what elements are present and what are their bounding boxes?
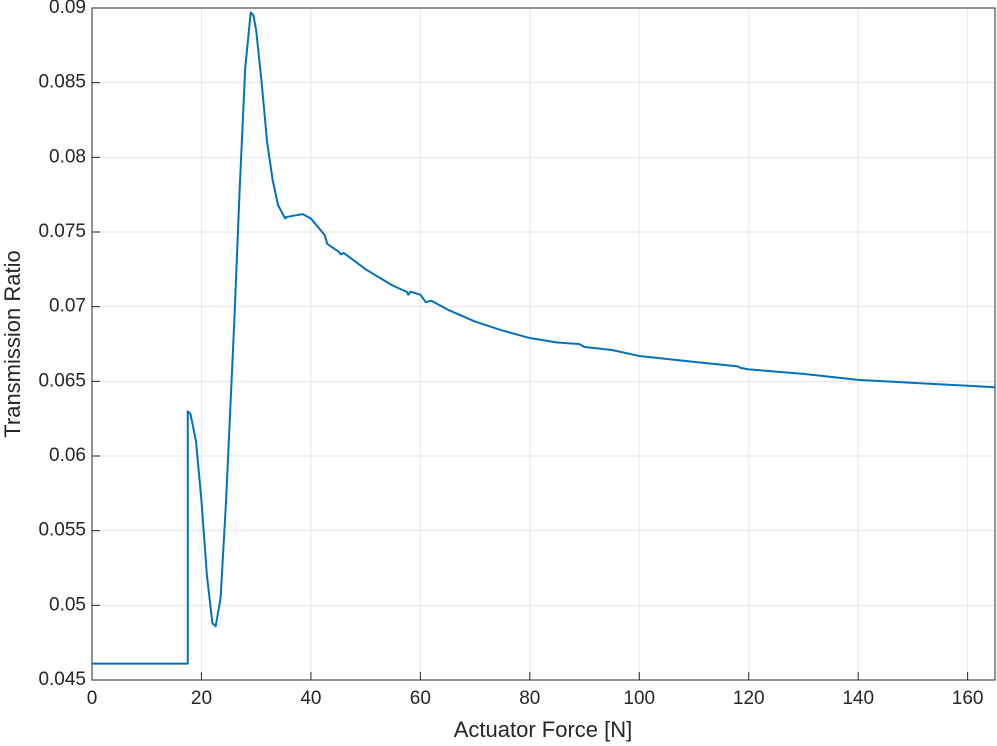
x-tick-label: 140 — [842, 688, 874, 709]
x-tick-label: 60 — [410, 688, 431, 709]
plot-frame — [91, 7, 996, 681]
y-tick-label: 0.075 — [38, 221, 86, 242]
y-tick-label: 0.06 — [49, 445, 86, 466]
x-tick-label: 0 — [87, 688, 98, 709]
y-tick-label: 0.055 — [38, 520, 86, 541]
x-tick-label: 80 — [519, 688, 540, 709]
x-tick-label: 120 — [733, 688, 765, 709]
y-tick-label: 0.085 — [38, 72, 86, 93]
x-axis-label: Actuator Force [N] — [454, 717, 633, 742]
x-tick-label: 100 — [623, 688, 655, 709]
y-tick-label: 0.09 — [49, 0, 86, 18]
data-line — [92, 11, 996, 665]
y-tick-label: 0.045 — [38, 669, 86, 690]
x-tick-label: 20 — [191, 688, 212, 709]
y-axis-label: Transmission Ratio — [0, 250, 25, 437]
y-tick-label: 0.08 — [49, 146, 86, 167]
x-tick-label: 40 — [300, 688, 321, 709]
x-tick-label: 160 — [952, 688, 984, 709]
y-tick-label: 0.05 — [49, 594, 86, 615]
y-tick-label: 0.07 — [49, 296, 86, 317]
y-tick-label: 0.065 — [38, 370, 86, 391]
